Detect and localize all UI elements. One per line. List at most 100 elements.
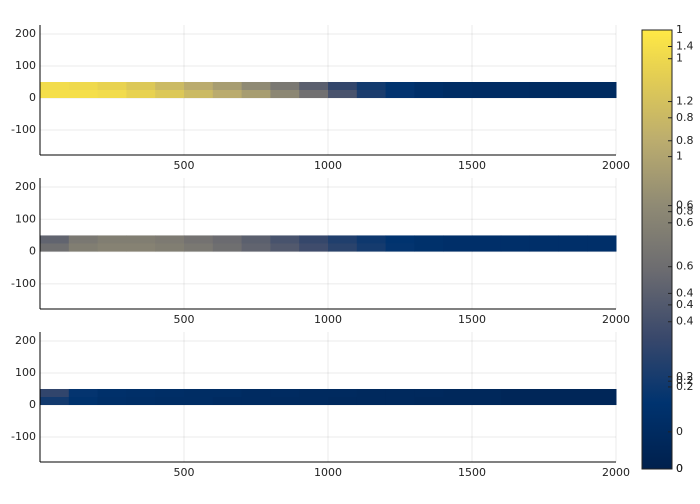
heatmap-cell [155,235,185,244]
heatmap-cell [184,235,214,244]
heatmap-cell [356,388,387,397]
heatmap-cell [587,90,617,99]
heatmap-cell [414,90,444,99]
heatmap-cell [155,397,185,406]
heatmap-cell [97,388,127,397]
colorbar-tick-label: 0.2 [676,370,694,383]
heatmap-cell [385,243,415,252]
heatmap-cell [40,235,70,244]
heatmap-cell [500,235,531,244]
heatmap-cell [270,90,300,99]
heatmap-cell [529,90,559,99]
heatmap-cell [385,81,415,90]
colorbar-tick-label: 0.6 [676,260,694,273]
heatmap-cell [126,90,156,99]
colorbar-tick-label: 0.6 [676,199,694,212]
heatmap-cell [414,243,444,252]
heatmap-cell [155,81,185,90]
x-tick-label: 500 [174,313,195,326]
y-tick-label: 0 [29,398,36,411]
colorbar-tick-label: 1.4 [676,40,694,53]
heatmap-cell [356,243,387,252]
heatmap-cell [299,81,329,90]
heatmap-cell [68,243,99,252]
heatmap-cell [500,90,531,99]
heatmap-cell [443,243,473,252]
heatmap-cell [126,388,156,397]
colorbar-tick-label: 0.6 [676,216,694,229]
colorbar [641,29,673,470]
heatmap-cell [270,243,300,252]
x-tick-label: 1500 [458,159,486,172]
heatmap-cell [472,388,502,397]
heatmap-cell [241,397,271,406]
heatmap-cell [126,235,156,244]
heatmap-cell [587,388,617,397]
y-tick-label: 200 [15,334,36,347]
heatmap-cell [443,235,473,244]
colorbar-tick-label: 0.8 [676,205,694,218]
heatmap-cell [68,90,99,99]
heatmap-cell [328,235,358,244]
heatmap-cell [40,90,70,99]
heatmap-cell [155,388,185,397]
heatmap-cell [328,397,358,406]
heatmap-cell [472,243,502,252]
colorbar-tick-label: 0 [676,462,683,475]
heatmap-cell [299,397,329,406]
heatmap-cell [212,243,243,252]
y-tick-label: 100 [15,212,36,225]
heatmap-cell [212,397,243,406]
heatmap-cell [241,235,271,244]
heatmap-cell [184,388,214,397]
heatmap-cell [529,235,559,244]
heatmap-cell [356,235,387,244]
heatmap-cell [500,81,531,90]
heatmap-cell [155,243,185,252]
x-tick-label: 500 [174,159,195,172]
heatmap-cell [529,243,559,252]
heatmap-cell [126,243,156,252]
heatmap-cell [558,81,588,90]
heatmap-cell [385,235,415,244]
heatmap-cell [472,235,502,244]
heatmap-cell [356,81,387,90]
heatmap-cell [40,388,70,397]
x-tick-label: 500 [174,466,195,479]
y-tick-label: 200 [15,180,36,193]
heatmap-cell [126,397,156,406]
heatmap-cell [500,243,531,252]
colorbar-tick-label: 0 [676,462,683,475]
heatmap-cell [68,81,99,90]
heatmap-cell [356,397,387,406]
y-tick-label: 100 [15,366,36,379]
y-tick-label: -100 [11,277,36,290]
heatmap-cell [328,388,358,397]
heatmap-cell [500,397,531,406]
heatmap-cell [68,235,99,244]
heatmap-cell [97,397,127,406]
heatmap-cell [443,81,473,90]
heatmap-cell [270,397,300,406]
heatmap-cell [443,397,473,406]
x-tick-label: 1000 [314,159,342,172]
colorbar-tick-label: 0 [676,425,683,438]
heatmap-cell [212,81,243,90]
heatmap-cell [414,81,444,90]
colorbar-tick-label: 0.2 [676,380,694,393]
heatmap-cell [385,397,415,406]
heatmap-cell [184,90,214,99]
heatmap-cell [212,388,243,397]
x-tick-label: 2000 [602,313,630,326]
heatmap-cell [299,90,329,99]
heatmap-cell [97,235,127,244]
heatmap-cell [155,90,185,99]
colorbar-tick-label: 0.8 [676,134,694,147]
y-tick-label: 100 [15,59,36,72]
heatmap-cell [97,90,127,99]
y-tick-label: 200 [15,27,36,40]
colorbar-tick-label: 0.4 [676,315,694,328]
heatmap-cell [443,90,473,99]
heatmap-cell [328,243,358,252]
heatmap-cell [529,397,559,406]
